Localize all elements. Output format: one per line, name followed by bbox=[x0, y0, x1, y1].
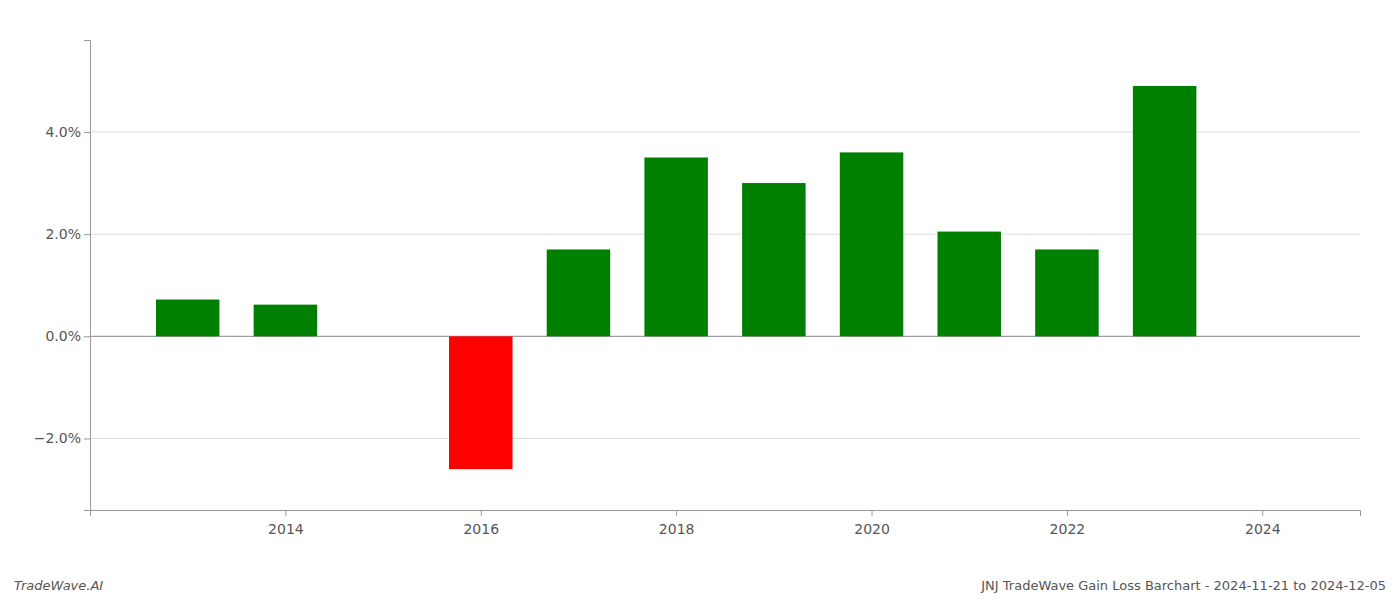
y-tick-label: 2.0% bbox=[45, 226, 81, 242]
x-tick: 2016 bbox=[463, 510, 499, 537]
bar bbox=[742, 183, 806, 336]
y-tick-mark bbox=[84, 336, 90, 337]
x-tick-mark bbox=[285, 510, 286, 516]
bars bbox=[156, 86, 1196, 469]
bar bbox=[449, 336, 513, 469]
x-tick-label: 2014 bbox=[268, 521, 304, 537]
x-axis: 2014 2016 2018 2020 2022 2024 bbox=[91, 510, 1361, 537]
y-axis-line bbox=[84, 41, 91, 511]
y-tick: −2.0% bbox=[34, 430, 90, 446]
bar bbox=[937, 232, 1001, 337]
chart: 2014 2016 2018 2020 2022 2024 −2.0% 0.0% 2.0% 4.0… bbox=[0, 0, 1400, 600]
bar bbox=[156, 300, 220, 337]
x-tick-label: 2018 bbox=[659, 521, 695, 537]
x-tick-mark bbox=[872, 510, 873, 516]
x-tick: 2020 bbox=[854, 510, 890, 537]
y-tick-label: 4.0% bbox=[45, 124, 81, 140]
footer-right: JNJ TradeWave Gain Loss Barchart - 2024-… bbox=[980, 578, 1386, 593]
y-axis: −2.0% 0.0% 2.0% 4.0% bbox=[34, 41, 91, 511]
x-tick: 2018 bbox=[659, 510, 695, 537]
y-tick-mark bbox=[84, 438, 90, 439]
y-tick-label: 0.0% bbox=[45, 328, 81, 344]
x-tick-mark bbox=[1262, 510, 1263, 516]
bar bbox=[840, 152, 904, 336]
x-tick-label: 2016 bbox=[463, 521, 499, 537]
bar bbox=[254, 305, 318, 337]
y-tick-label: −2.0% bbox=[34, 430, 81, 446]
y-tick-mark bbox=[84, 234, 90, 235]
grid-line bbox=[90, 438, 1360, 439]
x-tick-mark bbox=[1067, 510, 1068, 516]
x-tick-label: 2024 bbox=[1245, 521, 1281, 537]
x-tick-mark bbox=[676, 510, 677, 516]
x-tick: 2022 bbox=[1050, 510, 1086, 537]
bar bbox=[1035, 249, 1099, 336]
x-tick-mark bbox=[481, 510, 482, 516]
bar bbox=[547, 249, 611, 336]
y-tick-mark bbox=[84, 132, 90, 133]
x-tick-label: 2020 bbox=[854, 521, 890, 537]
footer-left: TradeWave.AI bbox=[14, 578, 103, 593]
x-axis-line bbox=[91, 511, 1361, 517]
bar bbox=[644, 158, 708, 337]
bar bbox=[1133, 86, 1197, 336]
y-tick: 2.0% bbox=[45, 226, 90, 242]
y-tick: 0.0% bbox=[45, 328, 90, 344]
x-tick-label: 2022 bbox=[1050, 521, 1086, 537]
x-tick: 2014 bbox=[268, 510, 304, 537]
y-tick: 4.0% bbox=[45, 124, 90, 140]
x-tick: 2024 bbox=[1245, 510, 1281, 537]
